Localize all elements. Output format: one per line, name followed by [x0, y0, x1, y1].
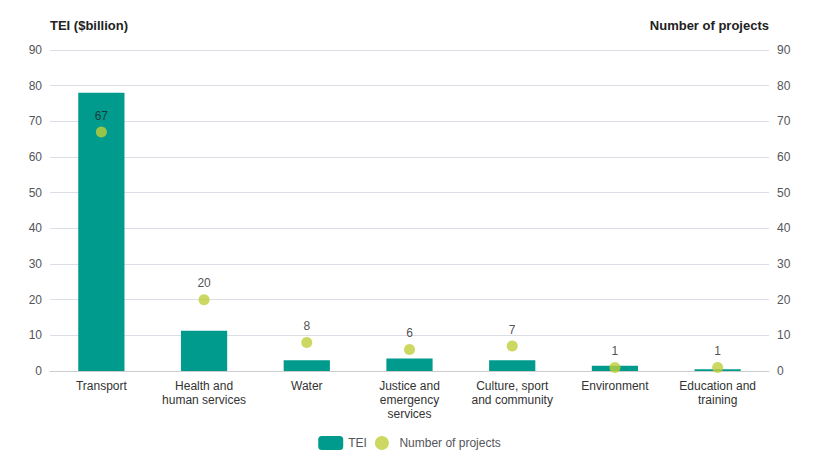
svg-text:emergency: emergency — [380, 393, 439, 407]
svg-text:TEI ($billion): TEI ($billion) — [50, 18, 128, 33]
svg-text:20: 20 — [197, 276, 211, 290]
svg-text:8: 8 — [303, 319, 310, 333]
svg-text:0: 0 — [777, 364, 784, 378]
svg-text:60: 60 — [777, 150, 791, 164]
svg-text:67: 67 — [95, 109, 109, 123]
svg-text:10: 10 — [29, 328, 43, 342]
svg-text:90: 90 — [777, 43, 791, 57]
svg-text:7: 7 — [509, 323, 516, 337]
svg-text:services: services — [387, 407, 431, 421]
svg-text:Health and: Health and — [175, 379, 233, 393]
svg-text:human services: human services — [162, 393, 246, 407]
svg-text:Education and: Education and — [679, 379, 756, 393]
svg-text:6: 6 — [406, 326, 413, 340]
svg-text:40: 40 — [777, 221, 791, 235]
svg-text:training: training — [698, 393, 737, 407]
svg-text:Justice and: Justice and — [379, 379, 440, 393]
svg-text:Culture, sport: Culture, sport — [476, 379, 549, 393]
svg-text:20: 20 — [777, 293, 791, 307]
svg-text:40: 40 — [29, 221, 43, 235]
svg-text:70: 70 — [777, 114, 791, 128]
svg-text:and community: and community — [472, 393, 553, 407]
svg-text:10: 10 — [777, 328, 791, 342]
svg-text:TEI: TEI — [348, 436, 367, 450]
svg-text:90: 90 — [29, 43, 43, 57]
svg-text:Number of projects: Number of projects — [650, 18, 769, 33]
svg-text:30: 30 — [29, 257, 43, 271]
svg-text:60: 60 — [29, 150, 43, 164]
svg-text:50: 50 — [777, 186, 791, 200]
svg-text:Number of projects: Number of projects — [399, 436, 500, 450]
svg-text:Transport: Transport — [76, 379, 128, 393]
svg-text:1: 1 — [714, 344, 721, 358]
svg-text:Water: Water — [291, 379, 323, 393]
svg-text:80: 80 — [29, 79, 43, 93]
svg-text:30: 30 — [777, 257, 791, 271]
svg-text:50: 50 — [29, 186, 43, 200]
svg-text:20: 20 — [29, 293, 43, 307]
svg-text:80: 80 — [777, 79, 791, 93]
svg-text:Environment: Environment — [581, 379, 649, 393]
svg-text:70: 70 — [29, 114, 43, 128]
svg-text:0: 0 — [35, 364, 42, 378]
svg-text:1: 1 — [612, 344, 619, 358]
